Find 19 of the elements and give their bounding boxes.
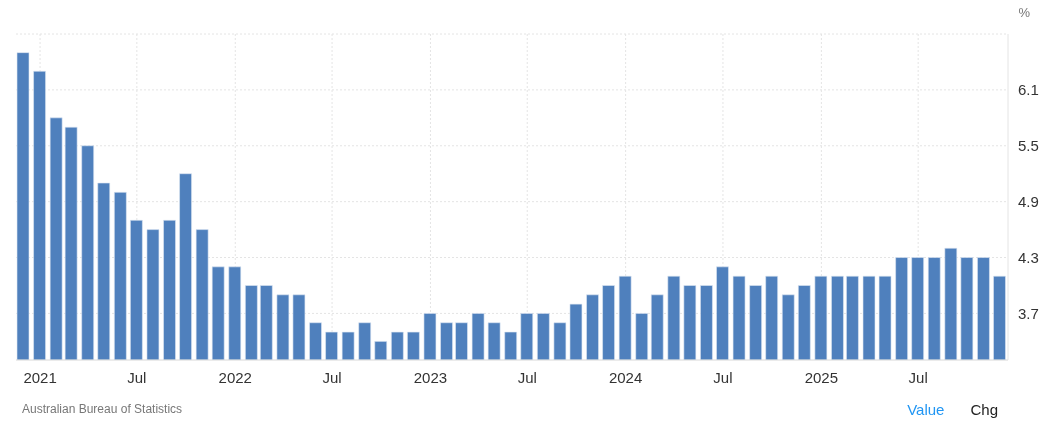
y-tick-label: 6.1 (1018, 81, 1039, 99)
y-tick-label: 4.3 (1018, 248, 1039, 266)
x-tick-label: Jul (713, 368, 733, 386)
text: Australian Bureau of Statistics (22, 402, 183, 416)
x-tick-label: Jul (127, 368, 147, 386)
x-tick-label: 2024 (608, 368, 643, 386)
x-tick-label: 2021 (23, 368, 57, 386)
x-tick-label: Jul (517, 368, 537, 386)
y-tick-label: 5.5 (1018, 137, 1039, 155)
x-tick-label: 2023 (413, 368, 448, 386)
y-axis-title: % (1018, 5, 1030, 20)
y-tick-label: 4.9 (1018, 192, 1039, 210)
x-tick-label: Jul (322, 368, 342, 386)
x-tick-label: Jul (908, 368, 928, 386)
text: Value (907, 401, 945, 418)
y-tick-label: 3.7 (1018, 304, 1039, 322)
text: Chg (970, 401, 998, 418)
x-tick-label: 2025 (804, 368, 839, 386)
x-tick-label: 2022 (218, 368, 252, 386)
